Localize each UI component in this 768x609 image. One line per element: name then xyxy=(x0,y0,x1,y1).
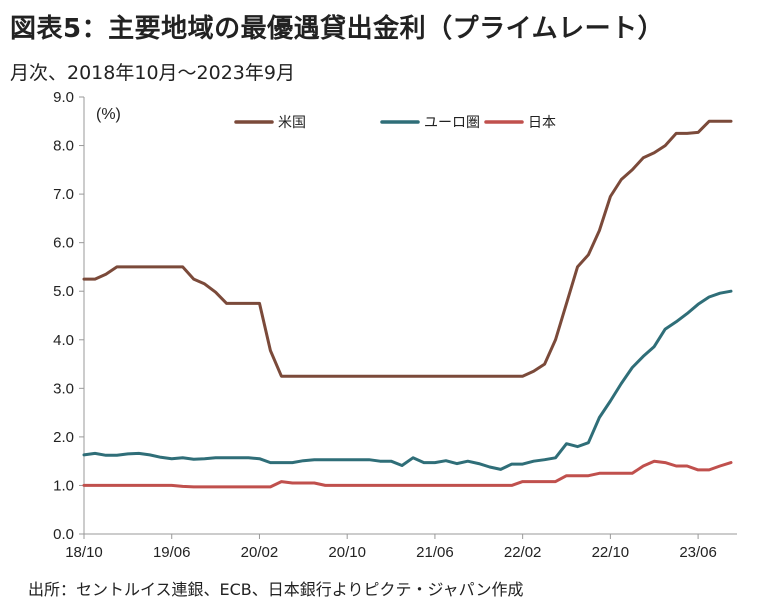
source-note: 出所：セントルイス連銀、ECB、日本銀行よりピクテ・ジャパン作成 xyxy=(28,580,524,599)
x-tick-label: 19/06 xyxy=(153,544,191,561)
x-tick-label: 22/02 xyxy=(504,544,542,561)
legend-label-1: ユーロ圏 xyxy=(424,115,480,131)
y-tick-label: 2.0 xyxy=(53,429,74,446)
y-tick-label: 4.0 xyxy=(53,332,74,349)
y-tick-label: 7.0 xyxy=(53,186,74,203)
x-tick-label: 22/10 xyxy=(592,544,630,561)
series-line-2 xyxy=(82,459,733,489)
y-tick-label: 5.0 xyxy=(53,283,74,300)
x-tick-label: 18/10 xyxy=(65,544,103,561)
series-lines xyxy=(82,119,733,489)
legend-label-0: 米国 xyxy=(278,115,306,131)
y-tick-label: 6.0 xyxy=(53,235,74,252)
legend: 米国 ユーロ圏 日本 xyxy=(234,115,556,131)
x-tick-label: 21/06 xyxy=(416,544,454,561)
legend-label-2: 日本 xyxy=(528,115,556,131)
y-unit-label: (%) xyxy=(96,106,121,123)
series-line-1 xyxy=(82,289,733,471)
x-tick-label: 20/02 xyxy=(241,544,279,561)
chart-subtitle: 月次、2018年10月～2023年9月 xyxy=(10,62,295,84)
series-line-0 xyxy=(82,119,733,378)
chart-title: 図表5：主要地域の最優遇貸出金利（プライムレート） xyxy=(10,14,665,44)
y-tick-label: 1.0 xyxy=(53,477,74,494)
y-tick-label: 3.0 xyxy=(53,380,74,397)
y-tick-label: 9.0 xyxy=(53,89,74,106)
x-tick-label: 20/10 xyxy=(328,544,366,561)
y-tick-label: 0.0 xyxy=(53,526,74,543)
y-tick-label: 8.0 xyxy=(53,138,74,155)
x-tick-label: 23/06 xyxy=(679,544,717,561)
axes: 0.0 1.0 2.0 3.0 4.0 5.0 6.0 7.0 8.0 9.0 18/10 19/06… xyxy=(53,89,737,561)
